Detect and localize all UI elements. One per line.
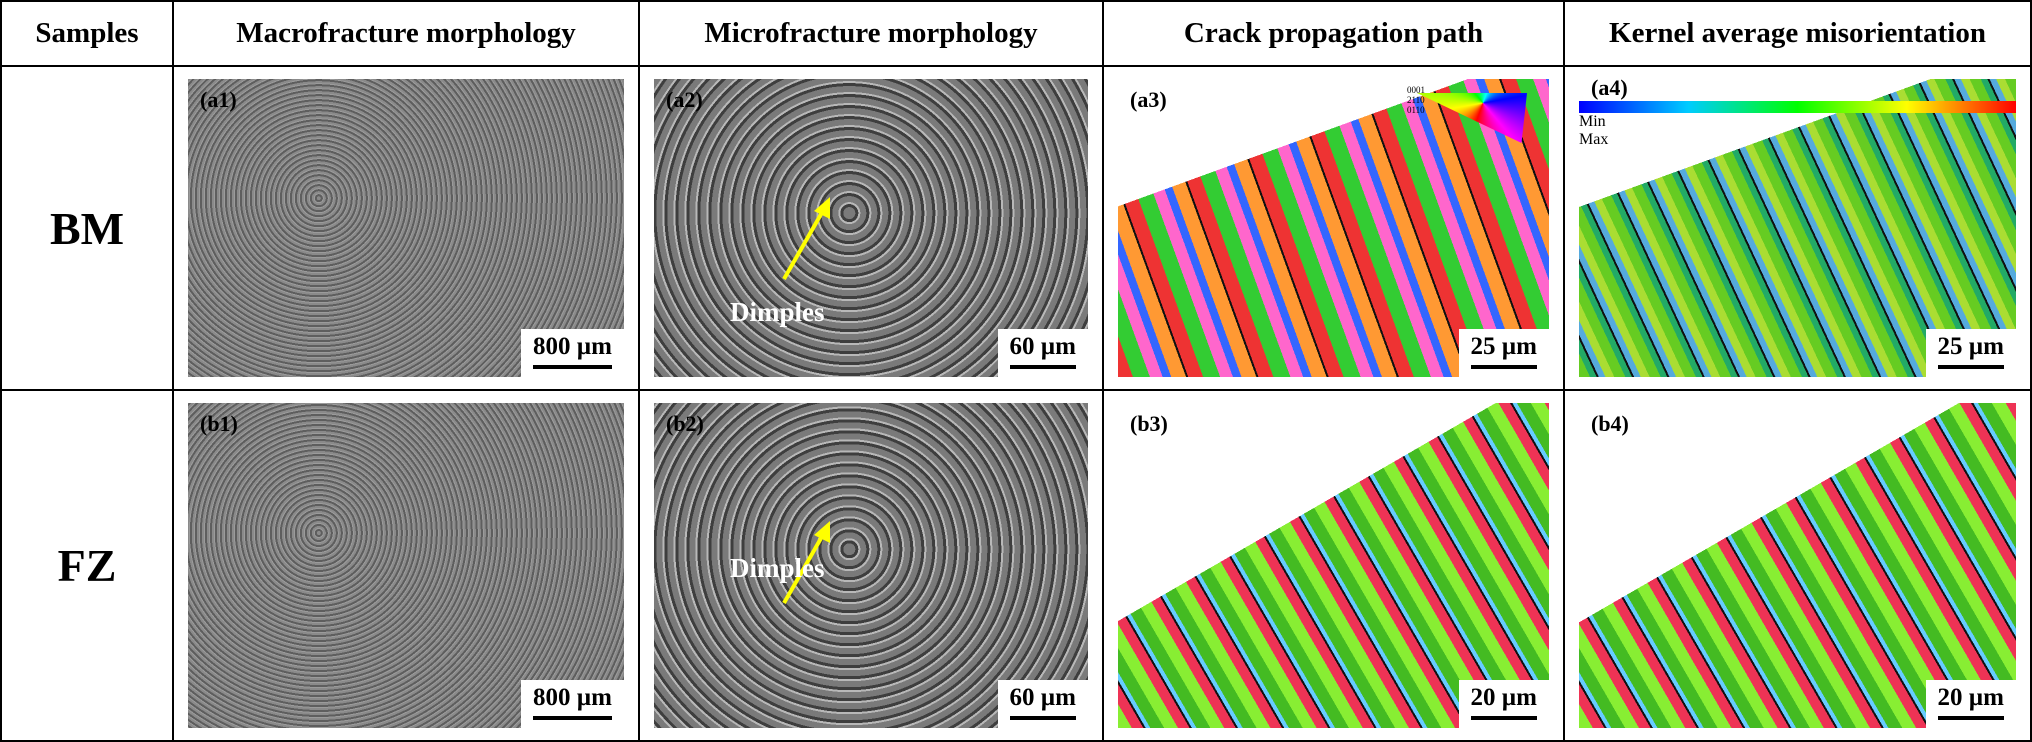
header-cell: Microfracture morphology — [638, 0, 1104, 67]
scale-bar-line — [1470, 716, 1537, 720]
legend-max: Max — [1579, 131, 1609, 148]
scale-bar-text: 20 µm — [1937, 684, 2004, 711]
annotation: Dimples — [730, 553, 825, 583]
panel-cell: 0001 2110 0110 (a3) 25 µm — [1102, 65, 1565, 391]
panel-cell: (b4) 20 µm — [1563, 389, 2032, 742]
panel-label: (a1) — [200, 87, 237, 112]
scale-bar-line — [1937, 365, 2004, 369]
arrow — [782, 521, 830, 604]
scale-bar-text: 60 µm — [1009, 333, 1076, 360]
panel-cell: (a2) Dimples 60 µm — [638, 65, 1104, 391]
header-cell: Kernel average misorientation — [1563, 0, 2032, 67]
arrow — [782, 197, 830, 280]
micrograph: 0001 2110 0110 (a3) 25 µm — [1118, 79, 1549, 377]
scale-bar-line — [1470, 365, 1537, 369]
kam-legend: Min Max — [1579, 101, 2016, 149]
micrograph: (b4) 20 µm — [1579, 403, 2016, 728]
header-cell: Macrofracture morphology — [172, 0, 640, 67]
header-cell: Samples — [0, 0, 174, 67]
ipf-label: 0110 — [1407, 105, 1425, 115]
scale-bar-text: 60 µm — [1009, 684, 1076, 711]
scale-bar: 25 µm — [1925, 329, 2016, 377]
scale-bar-line — [533, 365, 612, 369]
scale-bar-text: 25 µm — [1937, 333, 2004, 360]
ipf-label: 2110 — [1407, 95, 1425, 105]
scale-bar: 800 µm — [521, 680, 624, 728]
scale-bar: 20 µm — [1925, 680, 2016, 728]
panel-cell: (b2) Dimples 60 µm — [638, 389, 1104, 742]
micrograph: (b2) Dimples 60 µm — [654, 403, 1088, 728]
panel-label: (b1) — [200, 411, 238, 436]
micrograph: (a2) Dimples 60 µm — [654, 79, 1088, 377]
panel-cell: Min Max (a4) 25 µm — [1563, 65, 2032, 391]
panel-cell: (b3) 20 µm — [1102, 389, 1565, 742]
scale-bar-text: 20 µm — [1470, 684, 1537, 711]
scale-bar-text: 25 µm — [1470, 333, 1537, 360]
ipf-key: 0001 2110 0110 — [1407, 85, 1537, 149]
panel-label: (a2) — [666, 87, 703, 112]
panel-label: (b2) — [666, 411, 704, 436]
scale-bar-line — [533, 716, 612, 720]
panel-cell: (a1) 800 µm — [172, 65, 640, 391]
micrograph: (b1) 800 µm — [188, 403, 624, 728]
sample-label: FZ — [0, 389, 174, 742]
scale-bar: 60 µm — [997, 680, 1088, 728]
ipf-label: 0001 — [1407, 85, 1425, 95]
panel-label: (b3) — [1130, 411, 1168, 436]
panel-label: (a4) — [1591, 79, 1628, 100]
scale-bar-line — [1937, 716, 2004, 720]
scale-bar: 60 µm — [997, 329, 1088, 377]
sample-label: BM — [0, 65, 174, 391]
color-bar — [1579, 101, 2016, 113]
header-cell: Crack propagation path — [1102, 0, 1565, 67]
legend-min: Min — [1579, 113, 1606, 130]
scale-bar-text: 800 µm — [533, 684, 612, 711]
scale-bar-line — [1009, 365, 1076, 369]
ipf-triangle — [1417, 93, 1527, 143]
annotation: Dimples — [730, 297, 825, 327]
scale-bar: 25 µm — [1458, 329, 1549, 377]
panel-label: (a3) — [1130, 87, 1167, 112]
micrograph: (b3) 20 µm — [1118, 403, 1549, 728]
scale-bar: 800 µm — [521, 329, 624, 377]
panel-label: (b4) — [1591, 411, 1629, 436]
micrograph: Min Max (a4) 25 µm — [1579, 79, 2016, 377]
scale-bar: 20 µm — [1458, 680, 1549, 728]
panel-cell: (b1) 800 µm — [172, 389, 640, 742]
micrograph: (a1) 800 µm — [188, 79, 624, 377]
scale-bar-text: 800 µm — [533, 333, 612, 360]
scale-bar-line — [1009, 716, 1076, 720]
